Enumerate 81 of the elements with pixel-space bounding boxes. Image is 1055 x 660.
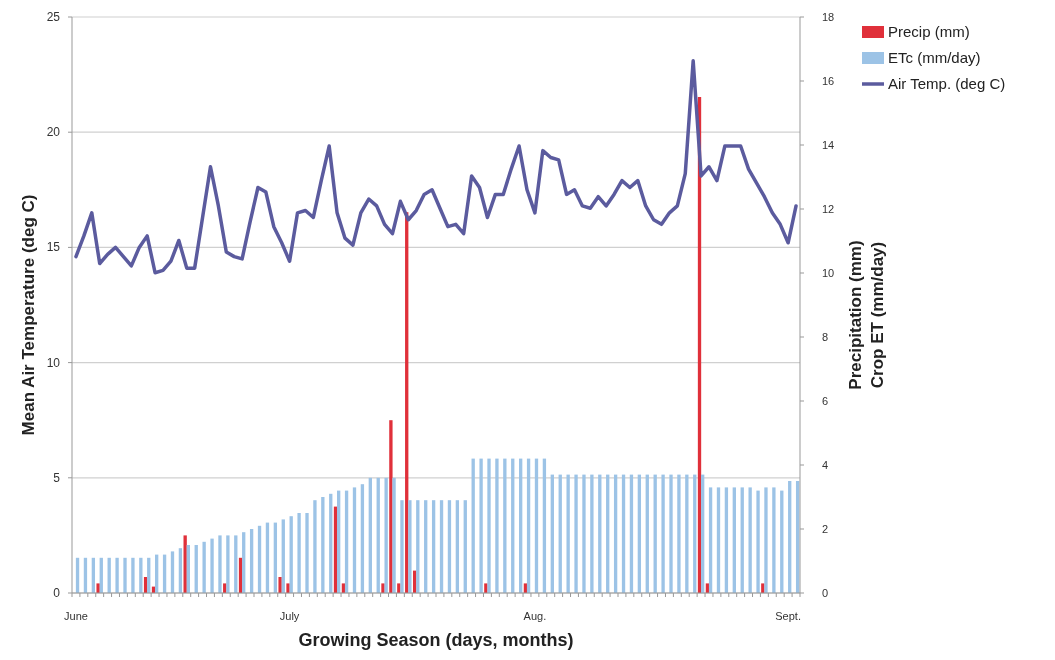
bar <box>131 557 135 593</box>
bar <box>724 487 729 593</box>
bar <box>677 474 681 593</box>
bar <box>305 513 309 593</box>
bar <box>400 500 404 593</box>
bar <box>574 474 578 593</box>
bar <box>183 535 187 593</box>
legend-label: Air Temp. (deg C) <box>888 75 1006 92</box>
x-tick-label: July <box>279 610 300 622</box>
y2-tick-label: 0 <box>822 587 829 599</box>
y2-tick-label: 18 <box>822 11 835 23</box>
line-series <box>74 59 798 275</box>
bar <box>495 458 499 593</box>
x-tick-label: Sept. <box>775 610 801 622</box>
bar <box>115 557 119 593</box>
legend-label: ETc (mm/day) <box>888 49 981 66</box>
x-axis-title: Growing Season (days, months) <box>298 630 574 650</box>
bar <box>218 535 222 593</box>
bar <box>352 487 357 593</box>
bar <box>661 474 665 593</box>
y-tick-label: 0 <box>53 586 61 600</box>
bar <box>463 500 467 593</box>
bar <box>748 487 752 593</box>
bar <box>732 487 736 593</box>
x-tick-label: June <box>64 610 88 622</box>
y2-tick-label: 10 <box>822 267 835 279</box>
y2-tick-label: 8 <box>822 331 829 343</box>
bar <box>360 484 365 593</box>
bar <box>431 500 436 593</box>
bar <box>321 497 325 593</box>
y2-axis-title: Precipitation (mm) Crop ET (mm/day) <box>846 240 887 390</box>
y-tick-label: 5 <box>53 470 61 485</box>
bar <box>756 490 760 593</box>
bar <box>226 535 230 593</box>
bar <box>447 500 452 593</box>
bar <box>408 500 412 593</box>
y2-tick-label: 12 <box>822 203 835 215</box>
bar <box>210 538 214 593</box>
bar <box>234 535 238 593</box>
y-axis-title: Mean Air Temperature (deg C) <box>19 194 38 436</box>
bar <box>392 477 396 593</box>
bar <box>764 487 768 593</box>
y2-tick-label: 16 <box>822 75 835 87</box>
y2-tick-label: 2 <box>822 523 829 535</box>
bar <box>278 577 282 593</box>
bar <box>384 477 388 593</box>
bar <box>566 474 570 593</box>
y-tick-label: 25 <box>46 10 61 24</box>
bar <box>669 474 673 593</box>
y-tick-label: 10 <box>46 355 61 370</box>
bar <box>740 487 744 593</box>
bar <box>96 583 100 593</box>
bar <box>286 583 290 593</box>
bar <box>503 458 507 593</box>
bar <box>716 487 721 593</box>
legend-label: Precip (mm) <box>888 23 970 40</box>
y-tick-label: 15 <box>46 240 61 255</box>
bar <box>487 458 491 593</box>
bar <box>788 481 792 593</box>
bar <box>439 500 444 593</box>
bar <box>313 500 317 593</box>
bar <box>772 487 776 593</box>
bar <box>685 474 689 593</box>
bar <box>479 458 483 593</box>
bar <box>139 557 143 593</box>
bar <box>202 541 206 593</box>
bar <box>389 420 393 593</box>
bar <box>795 481 800 593</box>
y-tick-label: 20 <box>46 125 61 140</box>
x-tick-label: Aug. <box>523 610 547 622</box>
bar <box>582 474 586 593</box>
bar <box>297 513 301 593</box>
y2-tick-label: 4 <box>822 459 829 471</box>
bar <box>590 474 594 593</box>
bar <box>424 500 428 593</box>
bar <box>455 500 460 593</box>
bar <box>416 500 420 593</box>
y2-tick-label: 14 <box>822 139 835 151</box>
y2-tick-label: 6 <box>822 395 829 407</box>
bar <box>708 487 713 593</box>
bar <box>123 557 127 593</box>
